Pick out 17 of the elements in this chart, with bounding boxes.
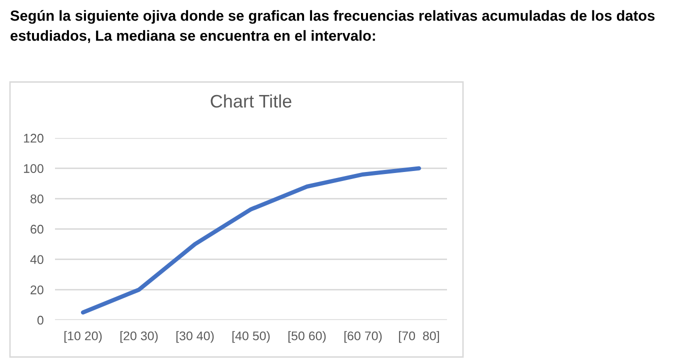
- x-tick-label: [50 60): [288, 331, 326, 343]
- x-tick-label: [30 40): [176, 331, 214, 343]
- text: Según la siguiente ojiva donde se grafican las frecuencias relativas acumuladas de los datos estudiados, La mediana se encuentra en el intervalo:: [10, 10, 655, 43]
- x-tick-label: [40 50): [232, 331, 270, 343]
- x-tick-label: [70 80]: [399, 331, 439, 343]
- y-tick-label: 120: [24, 134, 44, 143]
- line-series: [80, 166, 422, 314]
- y-tick-label: 40: [30, 255, 44, 264]
- x-tick-label: [20 30): [120, 331, 158, 343]
- x-tick-label: [60 70): [344, 331, 382, 343]
- y-tick-label: 0: [37, 316, 44, 325]
- y-tick-label: 100: [24, 164, 44, 173]
- chart-title: Chart Title: [210, 94, 292, 108]
- y-tick-label: 20: [30, 285, 44, 294]
- y-tick-label: 80: [30, 194, 44, 204]
- y-tick-label: 60: [30, 224, 44, 234]
- x-tick-label: [10 20): [64, 331, 102, 343]
